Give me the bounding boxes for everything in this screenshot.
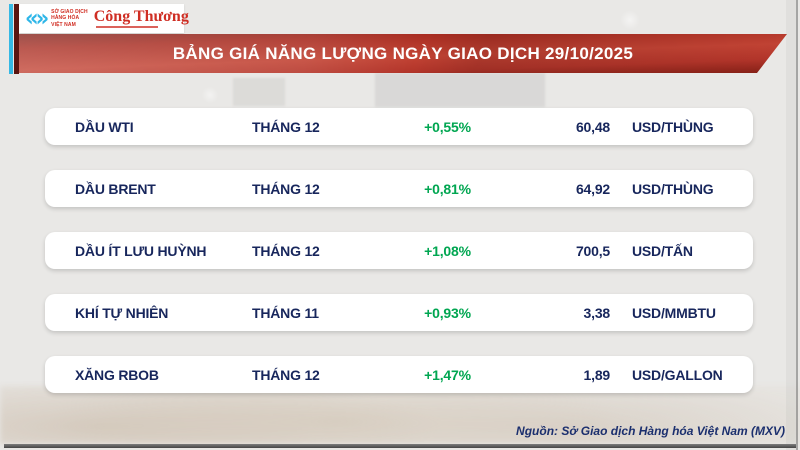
contract-month: THÁNG 11 [252,304,319,321]
percent-change: +1,08% [424,242,471,259]
title-banner: BẢNG GIÁ NĂNG LƯỢNG NGÀY GIAO DỊCH 29/10… [19,34,787,73]
percent-change: +0,81% [424,180,471,197]
accent-bar-maroon [14,4,19,74]
bottom-rule [4,444,796,448]
contract-month: THÁNG 12 [252,242,320,259]
mxv-logo-text-line: VIỆT NAM [51,21,76,28]
table-row: KHÍ TỰ NHIÊN THÁNG 11 +0,93% 3,38 USD/MM… [45,294,753,331]
price-value: 60,48 [575,118,610,135]
commodity-name: DẦU BRENT [75,180,156,197]
congthuong-logo: Công Thương [94,9,189,28]
percent-change: +1,47% [424,366,471,383]
background-watermark-block [233,78,285,106]
price-value: 64,92 [575,180,610,197]
page-edge-line [796,0,798,450]
price-unit: USD/THÙNG [632,180,714,197]
page-title: BẢNG GIÁ NĂNG LƯỢNG NGÀY GIAO DỊCH 29/10… [172,43,634,63]
commodity-name: KHÍ TỰ NHIÊN [75,304,169,321]
price-unit: USD/GALLON [632,366,723,383]
source-note: Nguồn: Sở Giao dịch Hàng hóa Việt Nam (M… [516,424,785,438]
table-row: XĂNG RBOB THÁNG 12 +1,47% 1,89 USD/GALLO… [45,356,753,393]
mxv-logo-text-line: SỞ GIAO DỊCH [51,9,88,16]
logo-box: «» SỞ GIAO DỊCH HÀNG HÓA VIỆT NAM Công T… [19,4,189,33]
mxv-logo-text-line: HÀNG HÓA [51,15,80,22]
price-unit: USD/TẤN [632,242,693,259]
percent-change: +0,55% [424,118,471,135]
page-edge-shade [786,0,796,450]
congthuong-logo-subline [95,26,158,28]
contract-month: THÁNG 12 [252,366,320,383]
accent-bar-cyan [9,4,13,74]
commodity-name: XĂNG RBOB [75,366,159,383]
price-unit: USD/MMBTU [632,304,716,321]
percent-change: +0,93% [424,304,471,321]
background-watermark-photo [0,386,800,444]
table-row: DẦU BRENT THÁNG 12 +0,81% 64,92 USD/THÙN… [45,170,753,207]
contract-month: THÁNG 12 [252,180,320,197]
price-value: 3,38 [583,304,611,321]
congthuong-logo-text: Công Thương [93,8,189,25]
price-table: DẦU WTI THÁNG 12 +0,55% 60,48 USD/THÙNG … [45,108,753,393]
commodity-name: DẦU ÍT LƯU HUỲNH [75,242,207,259]
contract-month: THÁNG 12 [252,118,320,135]
mxv-logo-text: SỞ GIAO DỊCH HÀNG HÓA VIỆT NAM [51,9,88,28]
commodity-name: DẦU WTI [75,118,134,135]
price-unit: USD/THÙNG [632,118,714,135]
price-value: 700,5 [575,242,610,259]
price-value: 1,89 [583,366,611,383]
background-watermark-block [375,73,545,107]
table-row: DẦU WTI THÁNG 12 +0,55% 60,48 USD/THÙNG [45,108,753,145]
table-row: DẦU ÍT LƯU HUỲNH THÁNG 12 +1,08% 700,5 U… [45,232,753,269]
mxv-logo-icon: «» [25,4,49,32]
